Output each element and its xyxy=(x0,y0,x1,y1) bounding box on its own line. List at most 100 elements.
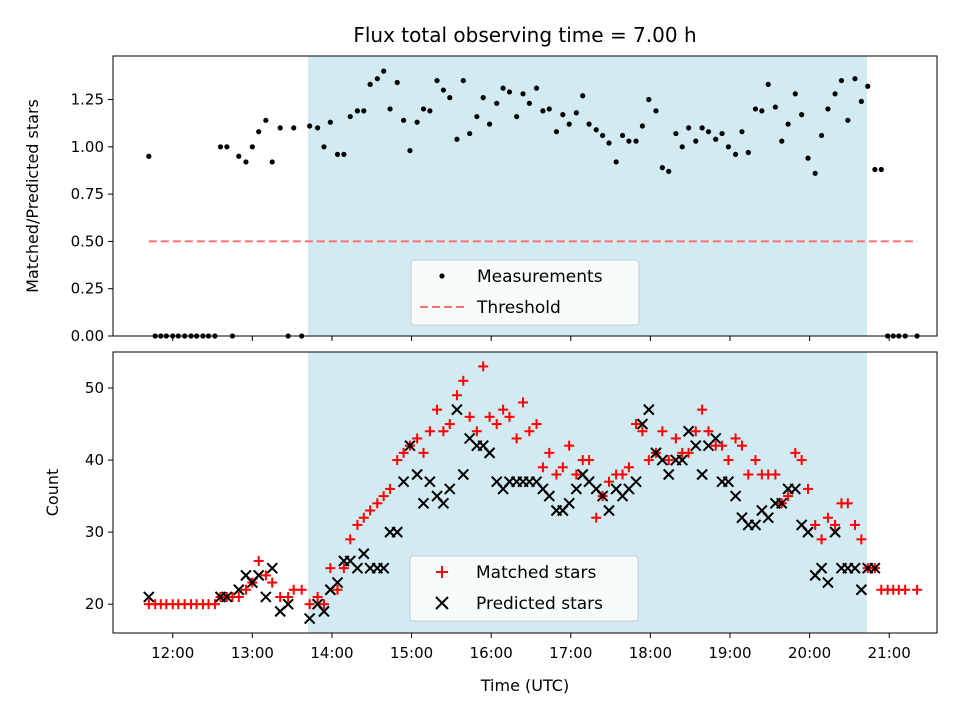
measurement-point xyxy=(626,138,632,144)
matched-star-point xyxy=(260,570,271,581)
top-axes-frame xyxy=(112,55,938,337)
matched-star-point xyxy=(283,591,294,602)
x-tick-label: 17:00 xyxy=(549,644,592,662)
matched-star-point xyxy=(591,512,602,523)
measurement-point xyxy=(719,130,725,137)
matched-star-point xyxy=(750,455,761,466)
y-tick-label: 40 xyxy=(85,451,104,469)
matched-star-point xyxy=(603,476,614,487)
predicted-star-point xyxy=(417,497,430,510)
top-panel: 0.00 0.25 0.50 0.75 1.00 1.25 Matched/Predict… xyxy=(23,55,938,345)
measurement-point xyxy=(243,159,249,165)
predicted-star-point xyxy=(404,439,416,452)
measurement-point xyxy=(580,93,586,99)
matched-star-point xyxy=(683,447,694,458)
measurement-point xyxy=(759,108,765,114)
predicted-star-point xyxy=(391,526,403,538)
measurement-point xyxy=(427,108,433,114)
measurement-point xyxy=(666,168,672,175)
matched-star-point xyxy=(365,505,376,516)
matched-star-point xyxy=(478,361,489,372)
matched-star-point xyxy=(657,426,668,437)
measurement-point xyxy=(639,123,646,129)
predicted-star-point xyxy=(643,403,655,416)
matched-star-point xyxy=(849,519,860,530)
bottom-y-axis-label: Count xyxy=(43,469,62,517)
predicted-star-point xyxy=(815,562,828,574)
measurement-point xyxy=(394,79,400,86)
legend-measurements-label: Measurements xyxy=(477,267,603,287)
matched-star-point xyxy=(557,462,568,473)
matched-star-point xyxy=(392,455,403,466)
matched-star-point xyxy=(296,584,307,595)
matched-star-point xyxy=(484,411,495,422)
x-tick-label: 15:00 xyxy=(390,644,433,662)
measurement-point xyxy=(725,144,732,150)
legend-measurements-marker xyxy=(439,273,445,279)
measurement-point xyxy=(693,138,699,144)
predicted-star-point xyxy=(444,483,456,495)
matched-star-point xyxy=(504,411,515,422)
measurement-point xyxy=(249,144,255,150)
measurement-point xyxy=(480,95,486,101)
matched-star-point xyxy=(378,491,389,502)
matched-star-point xyxy=(352,519,363,530)
matched-star-point xyxy=(816,534,827,545)
matched-star-point xyxy=(338,563,349,574)
matched-star-point xyxy=(643,455,654,466)
matched-star-point xyxy=(398,447,409,458)
measurement-point xyxy=(852,76,858,82)
matched-star-point xyxy=(796,455,807,466)
predicted-star-point xyxy=(802,526,814,538)
measurement-point xyxy=(486,121,493,127)
measurement-point xyxy=(467,130,473,137)
x-tick-label: 18:00 xyxy=(629,644,672,662)
predicted-star-point xyxy=(358,548,370,560)
measurement-point xyxy=(553,129,560,135)
measurement-point xyxy=(434,77,440,84)
predicted-star-point xyxy=(260,591,272,603)
predicted-star-point xyxy=(411,468,423,481)
matched-star-point xyxy=(803,483,814,494)
top-y-axis-label: Matched/Predicted stars xyxy=(23,99,42,293)
predicted-star-point xyxy=(762,512,774,524)
predicted-star-point xyxy=(696,468,708,481)
measurement-point xyxy=(494,100,500,106)
measurement-point xyxy=(573,110,579,116)
measurement-point xyxy=(799,112,805,118)
measurement-point xyxy=(832,91,838,97)
measurement-point xyxy=(792,91,798,97)
measurement-point xyxy=(146,153,152,159)
measurement-point xyxy=(381,68,387,74)
y-tick-label: 30 xyxy=(85,523,104,541)
chart-title: Flux total observing time = 7.00 h xyxy=(353,23,696,47)
x-tick-label: 13:00 xyxy=(231,644,274,662)
measurement-point xyxy=(277,125,283,131)
legend-predicted-marker xyxy=(435,596,449,610)
matched-star-point xyxy=(723,455,734,466)
matched-star-point xyxy=(471,426,482,437)
measurement-point xyxy=(765,81,771,87)
matched-star-point xyxy=(717,440,728,451)
legend-matched-label: Matched stars xyxy=(476,563,596,583)
bottom-legend-box xyxy=(409,555,639,622)
measurement-point xyxy=(865,83,871,89)
measurement-point xyxy=(474,113,480,120)
measurement-point xyxy=(772,104,778,110)
predicted-star-point xyxy=(233,584,245,596)
matched-star-point xyxy=(318,599,329,610)
matched-star-point xyxy=(670,433,681,444)
measurement-point xyxy=(606,140,612,146)
matched-star-point xyxy=(253,555,264,566)
y-tick-label: 1.25 xyxy=(71,91,104,109)
matched-star-point xyxy=(544,447,555,458)
x-tick-label: 12:00 xyxy=(151,644,194,662)
measurement-point xyxy=(560,112,566,118)
x-tick-label: 21:00 xyxy=(868,644,911,662)
matched-star-point xyxy=(830,519,841,530)
matched-star-point xyxy=(372,498,383,509)
predicted-star-point xyxy=(729,490,742,502)
measurement-point xyxy=(224,144,230,150)
measurement-point xyxy=(327,119,333,125)
